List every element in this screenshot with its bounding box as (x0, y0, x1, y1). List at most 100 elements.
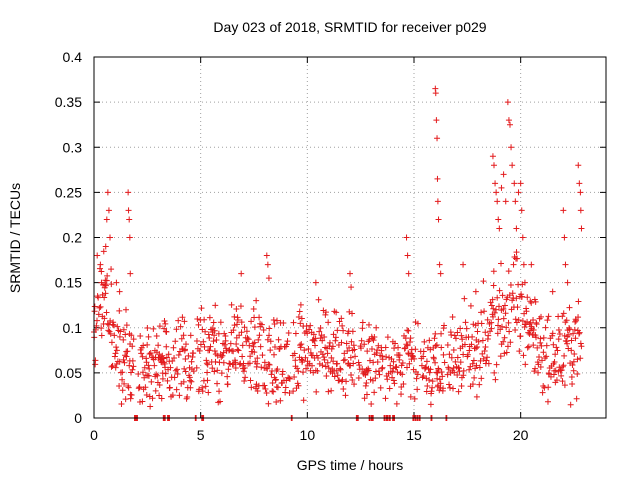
data-point (103, 309, 110, 316)
data-point (269, 388, 276, 395)
data-point (137, 332, 144, 339)
data-point (482, 343, 489, 350)
y-tick-label: 0.05 (55, 365, 82, 381)
data-point (214, 367, 221, 374)
data-point (294, 365, 301, 372)
data-point (488, 302, 495, 309)
data-point (459, 336, 466, 343)
data-point (427, 401, 434, 408)
data-point (239, 342, 246, 349)
data-point (158, 395, 165, 402)
data-point (399, 371, 406, 378)
data-point (302, 354, 309, 361)
data-point (558, 367, 565, 374)
data-point (148, 378, 155, 385)
data-point (452, 335, 459, 342)
data-point (198, 305, 205, 312)
data-point (491, 369, 498, 376)
data-point (328, 387, 335, 394)
data-point (528, 299, 535, 306)
data-point (204, 369, 211, 376)
data-point (506, 328, 513, 335)
data-point (349, 328, 356, 335)
data-point (175, 317, 182, 324)
data-point (102, 290, 109, 297)
data-point (116, 382, 123, 389)
data-point (206, 334, 213, 341)
data-point (411, 395, 418, 402)
data-point (161, 317, 168, 324)
data-point (160, 355, 167, 362)
data-point (92, 357, 99, 364)
data-point (238, 270, 245, 277)
data-point (573, 317, 580, 324)
data-point (120, 326, 127, 333)
data-point (536, 353, 543, 360)
data-point (108, 339, 115, 346)
data-point (112, 364, 119, 371)
data-point (171, 374, 178, 381)
data-point (162, 320, 169, 327)
data-point (286, 375, 293, 382)
data-point (265, 275, 272, 282)
data-point (567, 401, 574, 408)
data-point (371, 389, 378, 396)
data-point (574, 370, 581, 377)
data-point (264, 261, 271, 268)
data-point (263, 390, 270, 397)
data-point (481, 347, 488, 354)
data-point (125, 207, 132, 214)
data-point (358, 345, 365, 352)
data-point (125, 384, 132, 391)
data-point (507, 282, 514, 289)
data-point (457, 325, 464, 332)
data-point (297, 320, 304, 327)
data-point (505, 268, 512, 275)
data-point (147, 403, 154, 410)
data-point (490, 282, 497, 289)
data-point (130, 363, 137, 370)
data-point (280, 320, 287, 327)
data-point (94, 252, 101, 259)
data-point (498, 184, 505, 191)
data-points (91, 85, 585, 421)
data-point (358, 337, 365, 344)
data-point (555, 327, 562, 334)
data-point (559, 378, 566, 385)
data-point (432, 330, 439, 337)
data-point (144, 324, 151, 331)
data-point (445, 364, 452, 371)
data-point (254, 355, 261, 362)
data-point (91, 303, 98, 310)
data-point (173, 326, 180, 333)
data-point (444, 342, 451, 349)
data-point (159, 352, 166, 359)
data-point (368, 346, 375, 353)
data-point (269, 380, 276, 387)
data-point (261, 359, 268, 366)
data-point (203, 360, 210, 367)
data-point (201, 343, 208, 350)
data-point (343, 340, 350, 347)
data-point (575, 162, 582, 169)
data-point (286, 375, 293, 382)
data-point (519, 318, 526, 325)
data-point (338, 339, 345, 346)
data-point (111, 353, 118, 360)
data-point (405, 327, 412, 334)
data-point (179, 314, 186, 321)
data-point (336, 318, 343, 325)
data-point (330, 358, 337, 365)
data-point (500, 338, 507, 345)
data-point (332, 334, 339, 341)
data-point (359, 319, 366, 326)
data-point (332, 337, 339, 344)
data-point (266, 332, 273, 339)
data-point (290, 319, 297, 326)
data-point (238, 319, 245, 326)
data-point (363, 380, 370, 387)
data-point (121, 380, 128, 387)
data-point (438, 330, 445, 337)
data-point (200, 338, 207, 345)
data-point (220, 359, 227, 366)
